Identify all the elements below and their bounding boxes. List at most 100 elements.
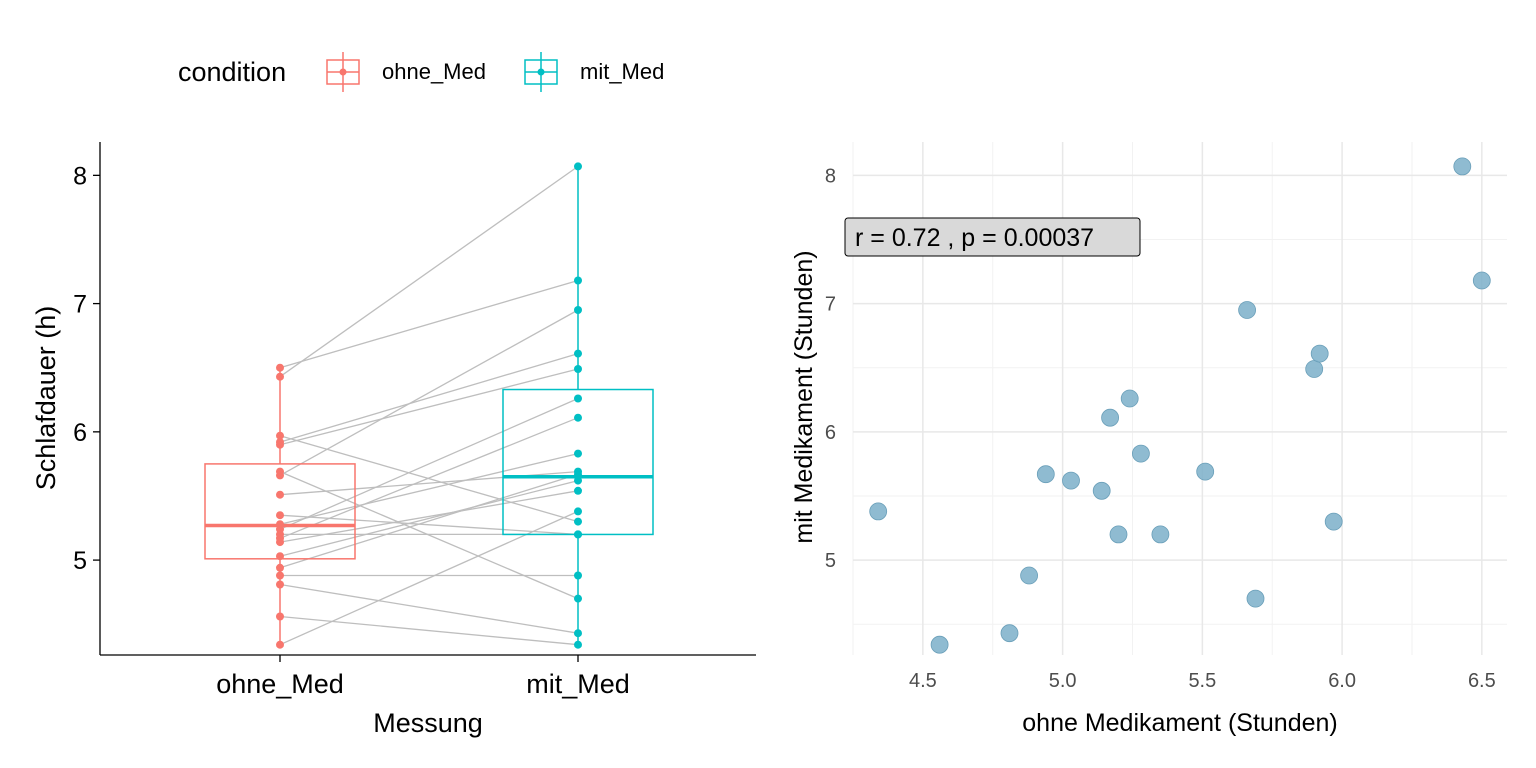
scatter-point-14 — [1238, 301, 1256, 319]
scatter-point-1 — [869, 502, 888, 521]
point-ohne-med-13 — [276, 490, 284, 499]
paired-line-18 — [279, 435, 579, 523]
point-mit-med-20 — [574, 276, 582, 285]
scatter-point-19 — [1453, 157, 1472, 176]
scatter-point-4 — [1020, 566, 1038, 585]
legend-key-mit-med-point — [537, 68, 545, 76]
paired-line-1 — [279, 510, 579, 646]
left-y-tick-label-5: 5 — [73, 547, 87, 575]
paired-line-17 — [279, 352, 579, 443]
right-x-ticks: 4.5 5.0 5.5 6.0 6.5 — [909, 670, 1496, 692]
point-mit-med-7 — [574, 486, 582, 495]
left-x-ticks: ohne_Med mit_Med — [216, 655, 630, 699]
left-y-ticks: 5 6 7 8 — [73, 162, 100, 575]
left-y-tick-label-8: 8 — [73, 162, 87, 190]
left-y-tick-label-7: 7 — [73, 291, 87, 319]
scatter-point-7 — [1092, 481, 1111, 500]
scatter-point-9 — [1109, 525, 1128, 544]
point-mit-med-16 — [574, 365, 582, 373]
point-mit-med-14 — [574, 306, 582, 314]
correlation-annotation: r = 0.72 , p = 0.00037 — [844, 217, 1141, 257]
point-mit-med-18 — [574, 517, 582, 526]
legend: condition ohne_Med mit_Med — [178, 52, 664, 92]
scatter-point-13 — [1196, 462, 1215, 481]
paired-line-5 — [279, 473, 579, 569]
point-ohne-med-4 — [276, 571, 284, 580]
scatter-point-3 — [1000, 624, 1019, 643]
right-x-tick-label-6-5: 6.5 — [1468, 670, 1496, 692]
legend-title: condition — [178, 57, 286, 87]
right-x-tick-label-6-0: 6.0 — [1328, 670, 1356, 692]
point-mit-med-17 — [574, 349, 582, 358]
legend-label-mit-med: mit_Med — [580, 59, 664, 84]
left-y-axis-title: Schlafdauer (h) — [31, 306, 61, 491]
right-y-ticks: 5 6 7 8 — [825, 165, 836, 572]
point-mit-med-11 — [574, 449, 582, 458]
paired-line-15 — [279, 471, 579, 600]
paired-line-3 — [279, 583, 579, 634]
left-x-tick-label-mit-med: mit_Med — [526, 669, 630, 699]
point-mit-med-6 — [574, 476, 582, 485]
left-x-axis-title: Messung — [373, 708, 483, 738]
point-ohne-med-12 — [276, 511, 284, 520]
point-ohne-med-6 — [276, 552, 284, 561]
point-mit-med-8 — [574, 413, 582, 422]
scatter-panel: r = 0.72 , p = 0.00037 5 6 7 8 4.5 5.0 5.5 6.0… — [790, 142, 1507, 737]
point-ohne-med-1 — [276, 640, 284, 649]
point-ohne-med-3 — [276, 580, 284, 589]
paired-lines — [279, 165, 579, 646]
point-mit-med-13 — [574, 467, 582, 476]
point-mit-med-4 — [574, 571, 582, 580]
correlation-label-box — [844, 217, 1141, 257]
scatter-point-11 — [1132, 444, 1150, 463]
scatter-points — [869, 157, 1491, 654]
point-ohne-med-15 — [276, 467, 284, 476]
paired-line-19 — [279, 165, 579, 378]
legend-label-ohne-med: ohne_Med — [382, 59, 486, 84]
point-ohne-med-5 — [276, 563, 284, 572]
points — [276, 162, 582, 649]
right-x-tick-label-5-0: 5.0 — [1049, 670, 1077, 692]
scatter-point-18 — [1324, 512, 1343, 531]
paired-line-16 — [279, 368, 579, 446]
left-y-tick-label-6: 6 — [73, 419, 87, 447]
point-ohne-med-18 — [276, 431, 284, 440]
legend-key-ohne-med — [326, 52, 360, 92]
right-x-axis-title: ohne Medikament (Stunden) — [1022, 709, 1337, 737]
point-mit-med-10 — [574, 394, 582, 403]
paired-line-20 — [279, 279, 579, 369]
scatter-point-15 — [1246, 589, 1265, 608]
point-mit-med-15 — [574, 594, 582, 603]
left-x-tick-label-ohne-med: ohne_Med — [216, 669, 344, 699]
scatter-point-2 — [930, 635, 949, 654]
point-mit-med-2 — [574, 640, 582, 649]
scatter-point-10 — [1120, 389, 1139, 408]
point-mit-med-19 — [574, 162, 582, 171]
right-y-tick-label-5: 5 — [825, 550, 836, 572]
paired-line-11 — [279, 452, 579, 525]
point-ohne-med-11 — [276, 520, 284, 529]
right-y-tick-label-6: 6 — [825, 422, 836, 444]
legend-key-mit-med — [524, 52, 558, 92]
legend-key-ohne-med-point — [339, 68, 347, 76]
paired-line-6 — [279, 479, 579, 557]
scatter-point-8 — [1101, 408, 1119, 427]
paired-line-14 — [279, 309, 579, 476]
paired-boxplot-panel: 5 6 7 8 ohne_Med mit_Med Messung Schlafdauer… — [31, 142, 756, 738]
right-y-tick-label-7: 7 — [825, 294, 836, 316]
point-ohne-med-2 — [276, 612, 284, 621]
point-mit-med-3 — [574, 629, 582, 638]
paired-line-7 — [279, 490, 579, 543]
scatter-point-16 — [1305, 360, 1324, 378]
correlation-label: r = 0.72 , p = 0.00037 — [855, 224, 1094, 252]
scatter-point-17 — [1310, 344, 1329, 363]
point-ohne-med-17 — [276, 438, 284, 447]
right-y-axis-title: mit Medikament (Stunden) — [790, 250, 818, 543]
point-mit-med-1 — [574, 507, 582, 516]
paired-line-2 — [279, 615, 579, 646]
right-x-tick-label-5-5: 5.5 — [1188, 670, 1216, 692]
scatter-point-12 — [1151, 525, 1170, 544]
paired-line-12 — [279, 514, 579, 536]
point-ohne-med-19 — [276, 372, 284, 381]
